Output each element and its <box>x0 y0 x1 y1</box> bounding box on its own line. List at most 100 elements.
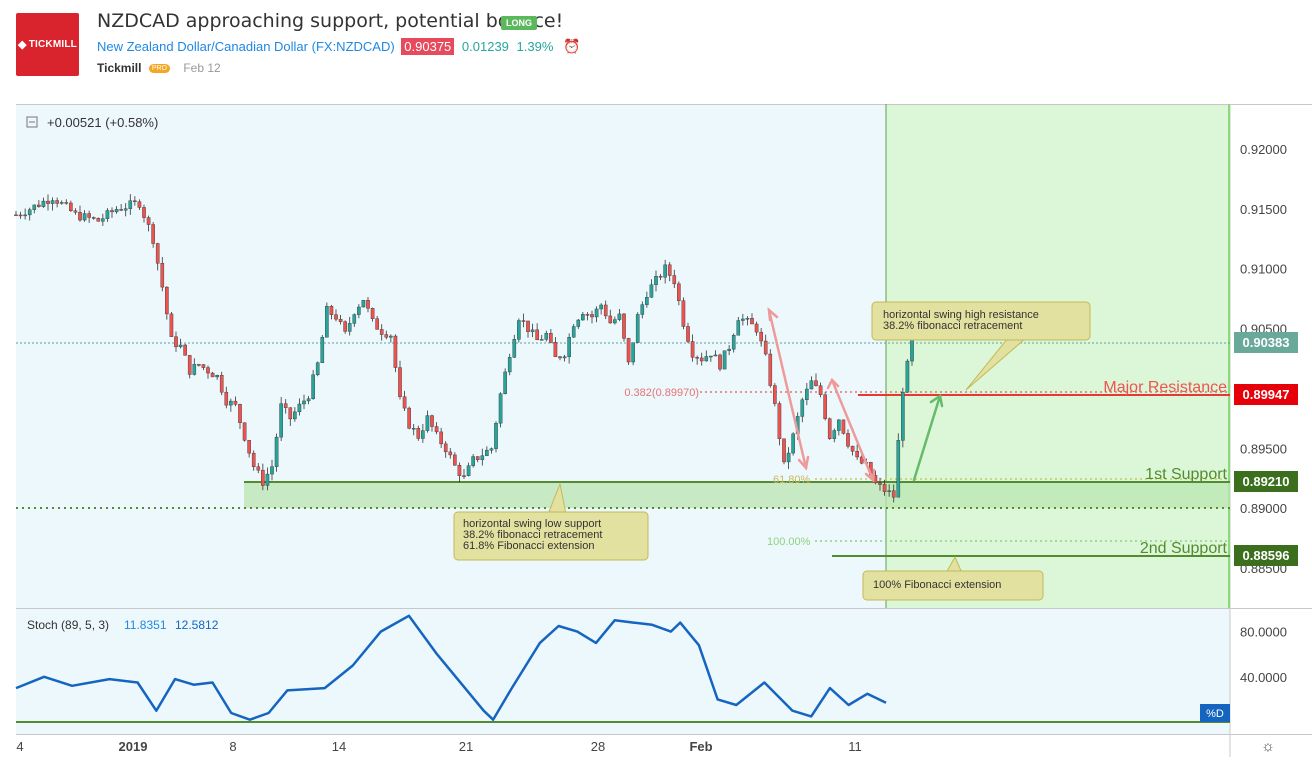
stoch-d-value: 12.5812 <box>175 618 219 632</box>
time-axis-label: 2019 <box>119 739 148 754</box>
candle <box>210 371 215 378</box>
candle <box>87 210 91 223</box>
price-axis-label: 0.91500 <box>1240 202 1287 217</box>
support1-tag <box>1234 471 1298 492</box>
candle <box>187 355 192 379</box>
symbol-name[interactable]: New Zealand Dollar/Canadian Dollar <box>97 39 308 54</box>
candle <box>416 425 421 441</box>
candle <box>443 441 448 458</box>
candle <box>293 407 297 422</box>
support2-tag-text: 0.88596 <box>1243 548 1290 563</box>
candle <box>791 432 795 456</box>
price-tags: 0.90383 0.89947 0.89210 0.88596 <box>1234 332 1298 566</box>
candle <box>745 316 750 326</box>
candle <box>302 394 306 410</box>
candle <box>343 320 347 334</box>
candle <box>814 373 818 387</box>
price-axis-label: 0.89000 <box>1240 501 1287 516</box>
candle <box>64 199 69 205</box>
tickmill-logo: ◆ TICKMILL <box>16 13 79 76</box>
callout-resistance-line1: horizontal swing high resistance <box>883 309 1039 321</box>
stoch-label: Stoch (89, 5, 3) <box>27 618 109 632</box>
candle <box>425 410 430 433</box>
price-change: 0.01239 <box>461 39 509 54</box>
stoch-k-value: 11.8351 <box>124 618 167 632</box>
candle <box>279 397 283 442</box>
first-support-label: 1st Support <box>1145 466 1227 483</box>
candle <box>398 360 402 400</box>
candle <box>142 204 146 223</box>
candle <box>393 334 398 373</box>
author-name[interactable]: Tickmill <box>97 61 142 75</box>
candle <box>768 349 773 388</box>
candle <box>750 313 754 325</box>
candle <box>37 200 41 208</box>
alarm-clock-icon[interactable]: ⏰ <box>563 38 581 54</box>
symbol-code[interactable]: (FX:NZDCAD) <box>311 39 395 54</box>
candle <box>512 334 517 359</box>
candle <box>32 204 37 214</box>
candle <box>288 407 293 426</box>
minus-square-icon[interactable] <box>26 116 38 128</box>
candle <box>654 270 658 292</box>
candle <box>357 304 361 319</box>
candle <box>82 210 87 222</box>
symbol-line: New Zealand Dollar/Canadian Dollar (FX:N… <box>97 38 580 55</box>
candle <box>311 370 315 400</box>
candle <box>699 352 704 366</box>
candle <box>224 386 229 409</box>
candle <box>503 368 507 395</box>
candle <box>599 303 603 315</box>
candle <box>384 330 389 340</box>
candle <box>882 479 887 496</box>
candle <box>731 333 736 353</box>
candle <box>576 318 581 329</box>
fib-0382-label: 0.382(0.89970) <box>624 387 699 399</box>
candle <box>718 353 722 372</box>
candle <box>402 390 407 412</box>
candle <box>649 279 654 298</box>
resistance-tag-text: 0.89947 <box>1243 387 1290 402</box>
candle <box>603 300 608 320</box>
gear-icon[interactable]: ☼ <box>1261 738 1275 755</box>
candle <box>146 215 151 232</box>
candle <box>274 433 279 472</box>
candle <box>27 207 32 221</box>
candle <box>891 484 896 503</box>
support-zone <box>244 482 1230 508</box>
callout-extension[interactable]: 100% Fibonacci extension <box>862 555 1044 601</box>
idea-title: NZDCAD approaching support, potential bo… <box>97 10 564 32</box>
candle <box>169 312 174 337</box>
candle <box>110 207 114 218</box>
time-axis-label: 14 <box>332 739 346 754</box>
candle <box>585 312 590 321</box>
candle <box>375 315 379 330</box>
candle <box>151 221 155 248</box>
candle <box>549 329 553 344</box>
time-axis[interactable]: 4 2019 8 14 21 28 Feb 11 <box>16 739 861 754</box>
callout-support[interactable]: horizontal swing low support 38.2% fibon… <box>453 482 649 561</box>
candle <box>347 316 352 336</box>
stoch-axis: 80.0000 40.0000 <box>1240 625 1287 685</box>
candle <box>23 208 27 220</box>
candle <box>658 274 663 281</box>
candle <box>453 452 457 466</box>
candle <box>631 342 635 366</box>
callout-resistance[interactable]: horizontal swing high resistance 38.2% f… <box>871 301 1091 391</box>
candle <box>773 383 777 407</box>
time-axis-label: 8 <box>229 739 236 754</box>
candle <box>320 335 325 363</box>
price-axis[interactable]: 0.920000.915000.910000.905000.895000.890… <box>1240 142 1287 576</box>
candle <box>14 210 18 217</box>
d-badge-text: %D <box>1206 708 1224 720</box>
candle <box>823 392 827 421</box>
candle <box>160 257 165 292</box>
candle <box>46 194 50 211</box>
time-axis-label: 28 <box>591 739 605 754</box>
candles <box>14 194 914 503</box>
current-price-tag <box>1234 332 1298 353</box>
candle <box>471 454 475 468</box>
candle <box>389 334 393 343</box>
candle <box>338 314 343 325</box>
